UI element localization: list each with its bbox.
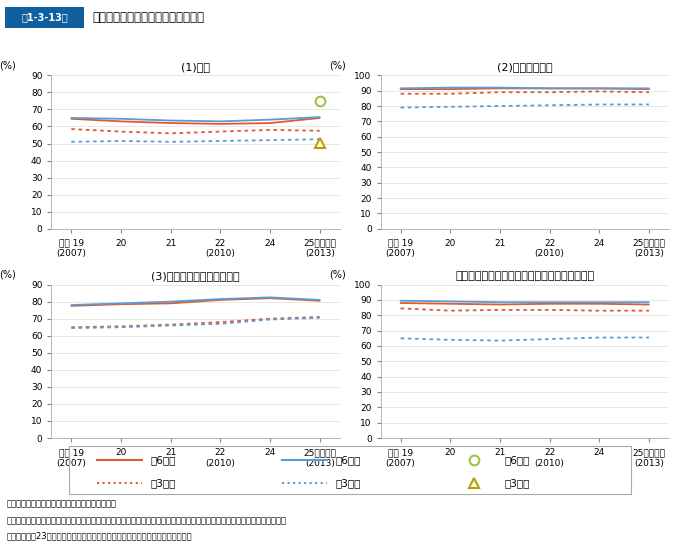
Text: 22: 22 (215, 448, 226, 457)
Text: (2010): (2010) (534, 249, 565, 258)
Text: 平成 19: 平成 19 (388, 239, 413, 248)
Text: 22: 22 (215, 239, 226, 248)
Text: 平成 19: 平成 19 (59, 448, 84, 457)
Text: 22: 22 (544, 239, 555, 248)
Text: 20: 20 (115, 239, 127, 248)
Text: 小6算数: 小6算数 (336, 455, 361, 465)
Text: 20: 20 (445, 448, 456, 457)
Text: (%): (%) (0, 270, 16, 280)
Text: ２．平成23年度は東日本大震災の影響などにより調査が実施されていない。: ２．平成23年度は東日本大震災の影響などにより調査が実施されていない。 (7, 532, 193, 541)
Text: 21: 21 (165, 448, 176, 457)
Text: (2013): (2013) (634, 459, 664, 468)
Text: (2010): (2010) (205, 249, 235, 258)
Text: (2007): (2007) (56, 249, 86, 258)
Text: (%): (%) (329, 61, 346, 71)
Text: 小学生・中学生の学習に対する意識: 小学生・中学生の学習に対する意識 (93, 11, 204, 24)
Text: 平成 19: 平成 19 (59, 239, 84, 248)
Text: (2007): (2007) (56, 459, 86, 468)
Text: 22: 22 (544, 448, 555, 457)
Text: 24: 24 (593, 239, 605, 248)
Text: 20: 20 (445, 239, 456, 248)
Text: (2013): (2013) (305, 459, 335, 468)
Text: 中3国語: 中3国語 (150, 478, 176, 488)
Text: 中3数学: 中3数学 (336, 478, 361, 488)
Text: （出典）文部科学省「全国学力・学習状況調査」: （出典）文部科学省「全国学力・学習状況調査」 (7, 499, 117, 508)
Text: 中3英語: 中3英語 (504, 478, 530, 488)
Text: (2007): (2007) (386, 459, 416, 468)
Text: 21: 21 (495, 448, 506, 457)
Text: (2010): (2010) (205, 459, 235, 468)
Text: 25（年度）: 25（年度） (632, 448, 665, 457)
Text: （注）１．（１）～（４）は各設問に対し肯定的な回答（例：当てはまる，どちらかと言えば当てはまる）をした者の割合。: （注）１．（１）～（４）は各設問に対し肯定的な回答（例：当てはまる，どちらかと言… (7, 516, 287, 525)
Title: (1)好き: (1)好き (181, 62, 210, 72)
Text: (2007): (2007) (386, 249, 416, 258)
Text: (2010): (2010) (534, 459, 565, 468)
Title: (3)授業の内容はよく分かる: (3)授業の内容はよく分かる (151, 271, 240, 281)
Text: 25（年度）: 25（年度） (303, 448, 336, 457)
Text: 24: 24 (264, 239, 276, 248)
Title: (2)大切だと思う: (2)大切だと思う (497, 62, 553, 72)
Text: 24: 24 (593, 448, 605, 457)
Title: （４）将来、社会に出たときに役に立つと思う: （４）将来、社会に出たときに役に立つと思う (456, 271, 594, 281)
Text: 25（年度）: 25（年度） (632, 239, 665, 248)
Text: (2013): (2013) (305, 249, 335, 258)
Text: (%): (%) (329, 270, 346, 280)
Text: 平成 19: 平成 19 (388, 448, 413, 457)
Text: 25（年度）: 25（年度） (303, 239, 336, 248)
Text: (%): (%) (0, 61, 16, 71)
Text: 第1-3-13図: 第1-3-13図 (21, 12, 69, 22)
Text: (2013): (2013) (634, 249, 664, 258)
Text: 小6英語: 小6英語 (504, 455, 530, 465)
Text: 24: 24 (264, 448, 276, 457)
Text: 20: 20 (115, 448, 127, 457)
Text: 21: 21 (165, 239, 176, 248)
Text: 21: 21 (495, 239, 506, 248)
Text: 小6国語: 小6国語 (150, 455, 176, 465)
